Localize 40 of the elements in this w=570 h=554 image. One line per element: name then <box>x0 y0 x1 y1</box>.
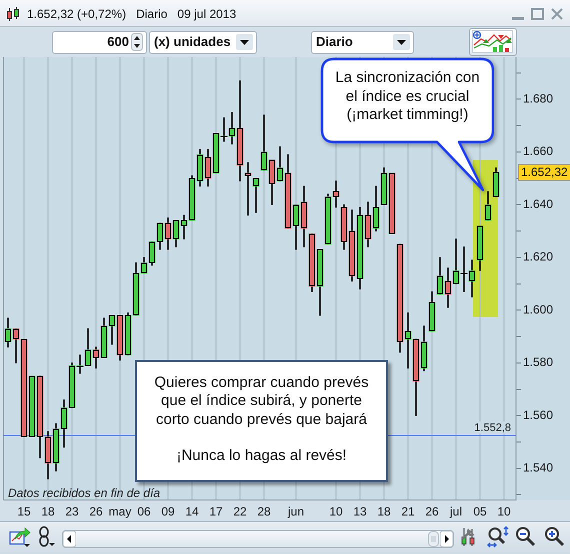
x-tick-label: jul <box>448 504 462 519</box>
candlestick <box>252 178 260 213</box>
annotation: La sincronización con el índice es crucial (¡market timming!) <box>334 69 481 124</box>
y-tick-label: 1.640 <box>523 196 554 211</box>
x-tick-label: 18 <box>377 504 391 519</box>
y-tick-label: 1.580 <box>523 355 554 370</box>
text: 1.652,32 <box>521 164 568 179</box>
x-tick-label: 15 <box>17 504 31 519</box>
x-tick-label: 10 <box>329 504 343 519</box>
x-tick-label: 06 <box>137 504 151 519</box>
x-tick-label: 18 <box>41 504 55 519</box>
x-tick-label: 09 <box>161 504 175 519</box>
x-tick-label: may <box>108 504 132 519</box>
x-tick-label: 22 <box>233 504 247 519</box>
y-tick-label: 1.600 <box>523 302 554 316</box>
x-tick-label: 14 <box>185 504 199 519</box>
x-tick-label: 23 <box>65 504 79 519</box>
x-tick-label: 17 <box>209 504 223 519</box>
candlestick <box>332 180 340 208</box>
annotation: Datos recibidos en fin de día <box>8 486 160 500</box>
text: 600 <box>107 34 129 49</box>
x-tick-label: 21 <box>401 504 415 519</box>
text: (x) unidades <box>154 34 231 49</box>
text: Quieres comprar cuando prevés que el índice subirá, y ponerte corto cuando prevés que bajará ¡Nunca lo hagas al revés! <box>154 374 369 464</box>
x-tick-label: 28 <box>257 504 271 519</box>
x-tick-label: 05 <box>473 504 487 519</box>
candlestick <box>244 162 252 216</box>
x-tick-label: jun <box>286 504 304 519</box>
x-tick-label: 13 <box>353 504 367 519</box>
x-tick-label: 10 <box>497 504 511 519</box>
x-tick-label: 26 <box>89 504 103 519</box>
x-tick-label: 26 <box>425 504 439 519</box>
y-tick-label: 1.560 <box>523 408 554 422</box>
y-tick-label: 1.620 <box>523 250 554 264</box>
text: Diario <box>316 34 353 49</box>
y-tick-label: 1.540 <box>523 460 554 475</box>
chart-title: 1.652,32 (+0,72%) Diario 09 jul 2013 <box>27 7 236 21</box>
y-tick-label: 1.660 <box>523 144 554 158</box>
y-tick-label: 1.680 <box>523 92 554 106</box>
ref-line-label: 1.552,8 <box>474 422 511 434</box>
